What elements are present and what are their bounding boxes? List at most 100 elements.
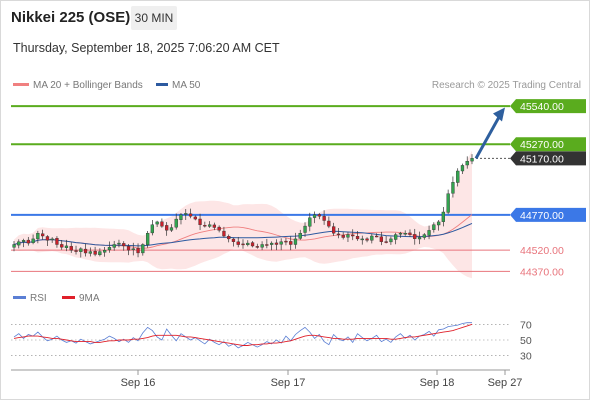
candle bbox=[308, 212, 312, 232]
candle-body bbox=[131, 248, 135, 250]
candle bbox=[284, 237, 288, 246]
candle bbox=[241, 239, 245, 249]
x-tick-label: Sep 27 bbox=[488, 377, 523, 389]
candle-body bbox=[360, 238, 364, 241]
candle bbox=[160, 218, 164, 228]
candle-body bbox=[303, 225, 307, 233]
candle bbox=[222, 226, 226, 238]
price-label-44370: 44370.00 bbox=[520, 266, 564, 278]
price-tag bbox=[510, 207, 586, 222]
candle-body bbox=[398, 232, 403, 235]
price-label-45170: 45170.00 bbox=[510, 151, 586, 166]
candle bbox=[102, 246, 107, 257]
candle bbox=[384, 236, 388, 244]
candle-body bbox=[231, 238, 236, 242]
candle-body bbox=[41, 233, 45, 237]
candle bbox=[193, 215, 197, 221]
candle-body bbox=[21, 240, 26, 242]
candle bbox=[174, 213, 178, 230]
candle bbox=[365, 237, 369, 243]
candle-body bbox=[379, 236, 383, 242]
candle-body bbox=[136, 247, 140, 254]
candle bbox=[417, 231, 422, 245]
candle-body bbox=[322, 216, 326, 221]
candle bbox=[274, 239, 279, 251]
candle-body bbox=[460, 165, 465, 172]
candle-body bbox=[255, 246, 259, 248]
candle bbox=[126, 243, 131, 256]
candle bbox=[45, 235, 50, 247]
candle bbox=[26, 236, 30, 246]
candle bbox=[451, 176, 455, 198]
chart-header: Nikkei 225 (OSE) 30 MIN bbox=[0, 0, 590, 36]
candle bbox=[179, 212, 183, 225]
candle bbox=[355, 230, 360, 241]
x-tick-label: Sep 16 bbox=[121, 377, 156, 389]
candle bbox=[332, 222, 336, 236]
candle-body bbox=[79, 248, 83, 252]
candle-body bbox=[312, 214, 317, 218]
timeframe-button[interactable]: 30 MIN bbox=[131, 6, 177, 30]
candle-body bbox=[179, 214, 183, 220]
ma50-swatch bbox=[156, 82, 168, 86]
candle-body bbox=[222, 230, 226, 237]
candle bbox=[227, 234, 231, 243]
candle-body bbox=[45, 236, 50, 241]
candle bbox=[470, 154, 474, 165]
rsi-tick-label: 50 bbox=[520, 335, 532, 347]
candle-body bbox=[432, 224, 436, 230]
candle bbox=[394, 232, 398, 245]
candle-body bbox=[241, 243, 245, 246]
candle-body bbox=[284, 240, 288, 243]
candle-body bbox=[308, 217, 312, 227]
candle-body bbox=[437, 221, 441, 226]
candle-body bbox=[470, 158, 474, 162]
instrument-title: Nikkei 225 (OSE) bbox=[11, 9, 131, 26]
candle bbox=[427, 225, 431, 240]
candle-body bbox=[145, 232, 150, 245]
candle bbox=[432, 222, 436, 233]
candle-body bbox=[64, 245, 69, 248]
projection-arrowhead bbox=[493, 107, 505, 122]
candle-body bbox=[265, 244, 269, 246]
candle-body bbox=[17, 241, 21, 246]
candle bbox=[246, 240, 250, 247]
candle bbox=[64, 239, 69, 252]
candle bbox=[231, 237, 236, 247]
candle-body bbox=[31, 238, 35, 243]
candle bbox=[55, 236, 59, 248]
price-label-45540: 45540.00 bbox=[510, 99, 586, 114]
candle bbox=[107, 241, 112, 253]
candle bbox=[164, 222, 169, 236]
candle bbox=[312, 211, 317, 224]
candle-body bbox=[441, 211, 445, 222]
candle-body bbox=[274, 242, 279, 245]
candle-body bbox=[12, 244, 16, 248]
rsi-ma-swatch bbox=[62, 295, 75, 299]
candle-body bbox=[74, 250, 78, 252]
projection-arrow bbox=[474, 112, 503, 160]
rsi-tick-label: 70 bbox=[520, 319, 532, 331]
x-tick-label: Sep 18 bbox=[420, 377, 455, 389]
candle bbox=[441, 206, 445, 227]
price-label-44520: 44520.00 bbox=[520, 245, 564, 257]
candle-body bbox=[341, 235, 345, 238]
candle bbox=[336, 228, 341, 239]
candle-body bbox=[102, 249, 107, 253]
candle-body bbox=[446, 193, 450, 213]
candle bbox=[408, 229, 412, 237]
price-tag bbox=[510, 151, 586, 166]
candle bbox=[413, 228, 417, 245]
candle-body bbox=[246, 242, 250, 246]
candle-body bbox=[26, 239, 30, 244]
price-tag bbox=[510, 99, 586, 114]
candle-body bbox=[169, 227, 174, 231]
candle-body bbox=[332, 226, 336, 234]
candle-body bbox=[317, 214, 321, 217]
candle-body bbox=[55, 237, 59, 245]
candle bbox=[188, 208, 193, 219]
candle-body bbox=[298, 232, 302, 239]
ma20-swatch bbox=[13, 82, 29, 86]
candle bbox=[17, 239, 21, 249]
